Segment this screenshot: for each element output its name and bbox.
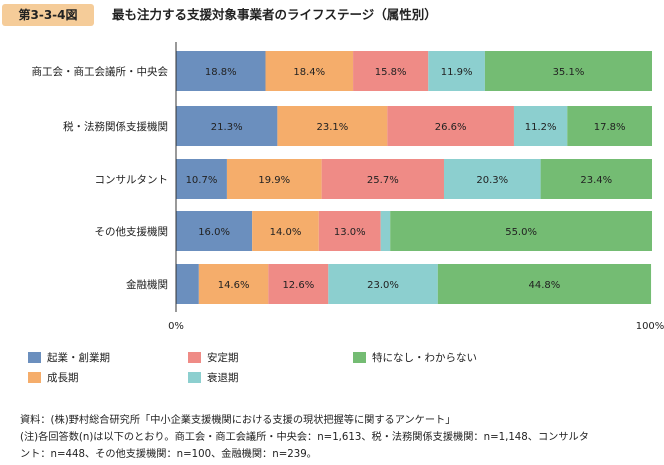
category-label: コンサルタント	[95, 174, 169, 186]
bar-segment-3	[353, 51, 429, 91]
bar-segment-5	[540, 159, 652, 199]
bar-segment-2	[226, 159, 322, 199]
data-label: 55.0%	[505, 227, 537, 238]
data-label: 18.8%	[205, 67, 237, 78]
bar-segment-1	[176, 51, 266, 91]
bar-segment-3	[321, 159, 444, 199]
bar-segment-5	[437, 264, 652, 304]
category-label: 商工会・商工会議所・中央会	[32, 65, 169, 78]
data-label: 14.0%	[270, 227, 302, 238]
legend-swatch	[353, 352, 366, 363]
bar-segment-3	[268, 264, 329, 304]
category-label: 税・法務関係支援機関	[63, 120, 168, 133]
legend-item: 特になし・わからない	[353, 350, 477, 365]
x-tick-label: 100%	[636, 321, 664, 332]
data-label: 11.2%	[525, 122, 557, 133]
bar-segment-4	[443, 159, 541, 199]
legend-label: 特になし・わからない	[372, 352, 477, 364]
legend-item: 起業・創業期	[28, 350, 110, 365]
data-label: 25.7%	[367, 175, 399, 186]
bar-segment-2	[198, 264, 269, 304]
bar-segment-1	[176, 264, 199, 304]
bar-segment-1	[176, 211, 253, 251]
legend-swatch	[28, 352, 41, 363]
data-label: 23.1%	[316, 122, 348, 133]
bar-segment-2	[277, 106, 388, 146]
bar-segment-1	[176, 159, 227, 199]
category-label: 金融機関	[126, 278, 168, 291]
legend-item: 安定期	[188, 350, 239, 365]
legend-label: 衰退期	[207, 372, 239, 384]
legend-swatch	[188, 372, 201, 383]
bar-segment-4	[380, 211, 391, 251]
bar-segment-3	[318, 211, 381, 251]
data-label: 26.6%	[435, 122, 467, 133]
legend-item: 衰退期	[188, 370, 239, 385]
respondent-note: (注)各回答数(n)は以下のとおり。商工会・商工会議所・中央会：n=1,613、…	[20, 432, 589, 443]
legend-swatch	[28, 372, 41, 383]
bar-segment-1	[176, 106, 278, 146]
data-label: 21.3%	[211, 122, 243, 133]
data-label: 44.8%	[529, 280, 561, 291]
figure-notes: 資料：(株)野村総合研究所「中小企業支援機関における支援の現状把握等に関するアン…	[20, 412, 660, 463]
data-label: 15.8%	[375, 67, 407, 78]
legend-item: 成長期	[28, 370, 79, 385]
data-label: 35.1%	[553, 67, 585, 78]
data-label: 20.3%	[476, 175, 508, 186]
bar-segment-3	[387, 106, 514, 146]
bar-segment-2	[252, 211, 319, 251]
bar-segment-4	[428, 51, 485, 91]
legend-label: 成長期	[47, 372, 79, 384]
source-note: 資料：(株)野村総合研究所「中小企業支援機関における支援の現状把握等に関するアン…	[20, 415, 456, 426]
data-label: 19.9%	[258, 175, 290, 186]
respondent-note-continued: ント：n=448、その他支援機関：n=100、金融機関：n=239。	[20, 449, 317, 460]
figure-header: 第3-3-4図 最も注力する支援対象事業者のライフステージ（属性別）	[0, 0, 664, 30]
bar-segment-2	[265, 51, 354, 91]
bar-segment-5	[567, 106, 652, 146]
figure-number-badge: 第3-3-4図	[2, 4, 94, 26]
stacked-bar-chart: 18.8% 18.4% 15.8% 11.9% 35.1% 21.3% 23.1% 26.6%…	[32, 42, 664, 332]
bar-segment-4	[328, 264, 438, 304]
bar-segment-5	[390, 211, 652, 251]
bar-segment-4	[513, 106, 568, 146]
legend-swatch	[188, 352, 201, 363]
data-label: 16.0%	[198, 227, 230, 238]
data-label: 13.0%	[334, 227, 366, 238]
data-label: 12.6%	[282, 280, 314, 291]
legend-label: 起業・創業期	[47, 352, 110, 364]
data-label: 23.0%	[367, 280, 399, 291]
legend-label: 安定期	[207, 352, 239, 364]
category-label: その他支援機関	[95, 225, 169, 238]
bar-segment-5	[484, 51, 652, 91]
chart-legend: 起業・創業期 安定期 特になし・わからない成長期 衰退期	[28, 350, 648, 390]
data-label: 17.8%	[594, 122, 626, 133]
data-label: 11.9%	[441, 67, 473, 78]
data-label: 14.6%	[218, 280, 250, 291]
x-tick-label: 0%	[168, 321, 184, 332]
data-label: 18.4%	[293, 67, 325, 78]
data-label: 23.4%	[580, 175, 612, 186]
data-label: 10.7%	[186, 175, 218, 186]
figure-title: 最も注力する支援対象事業者のライフステージ（属性別）	[112, 7, 437, 22]
